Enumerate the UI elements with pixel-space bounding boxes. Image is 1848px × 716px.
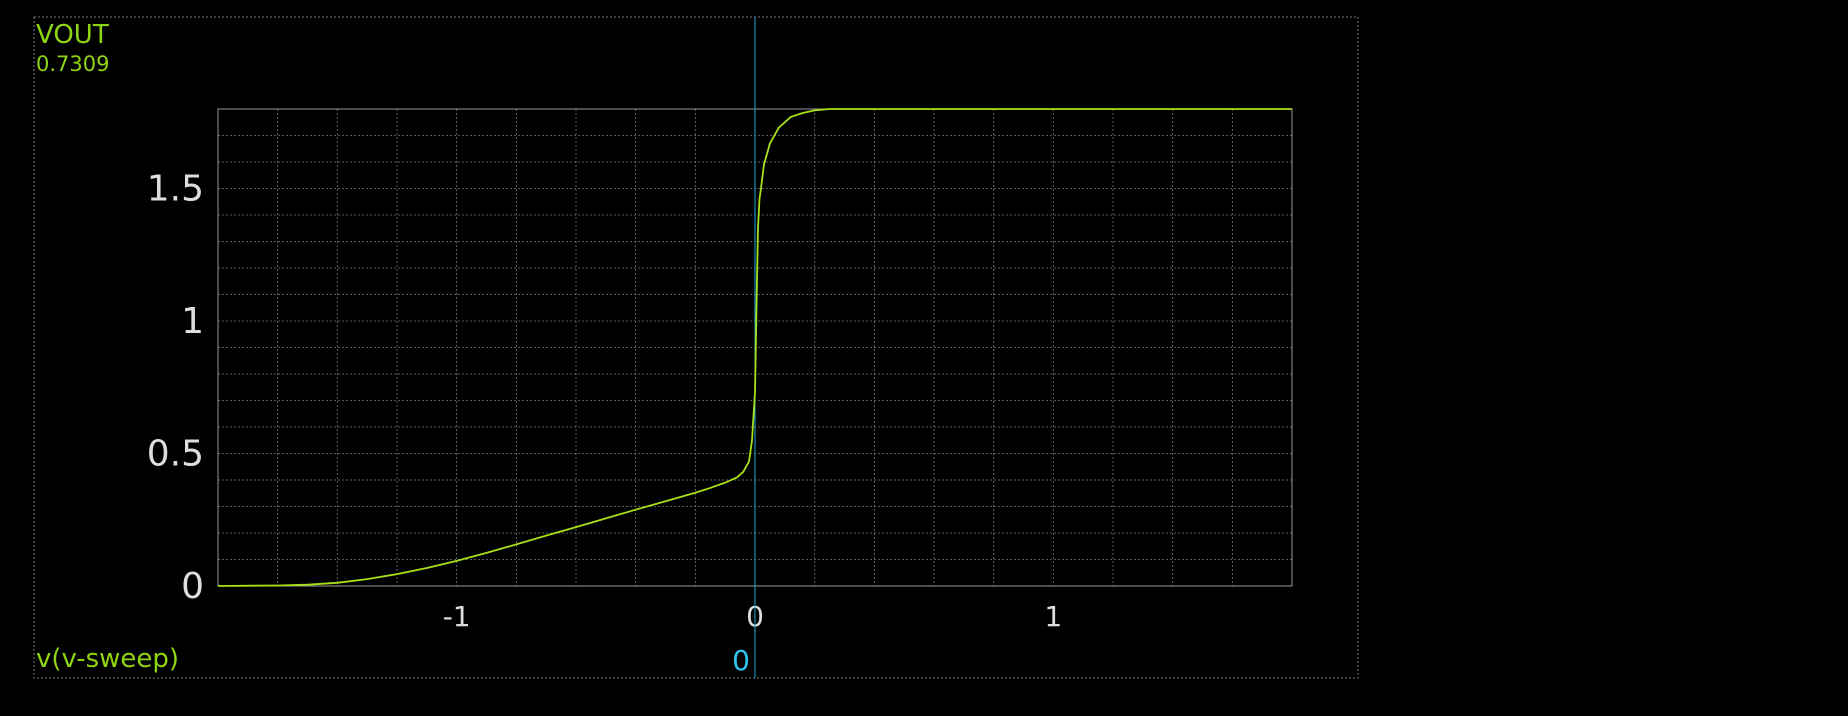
x-tick-label: 1: [1044, 600, 1062, 633]
y-tick-label: 0: [181, 566, 204, 607]
x-tick-label: -1: [443, 600, 471, 633]
signal-name-label[interactable]: VOUT: [36, 20, 109, 50]
x-axis-tick-labels: -1 0 1: [443, 600, 1063, 633]
signal-cursor-value: 0.7309: [36, 52, 109, 76]
y-tick-label: 0.5: [147, 434, 204, 475]
vout-trace-line: [217, 108, 1292, 587]
y-axis-tick-labels: 0 0.5 1 1.5: [147, 169, 204, 608]
y-tick-label: 1: [181, 301, 204, 342]
x-variable-label[interactable]: v(v-sweep): [36, 644, 179, 674]
y-tick-label: 1.5: [147, 169, 204, 210]
cursor-value-label: 0: [732, 644, 750, 677]
outer-panel-frame: [33, 16, 1359, 679]
